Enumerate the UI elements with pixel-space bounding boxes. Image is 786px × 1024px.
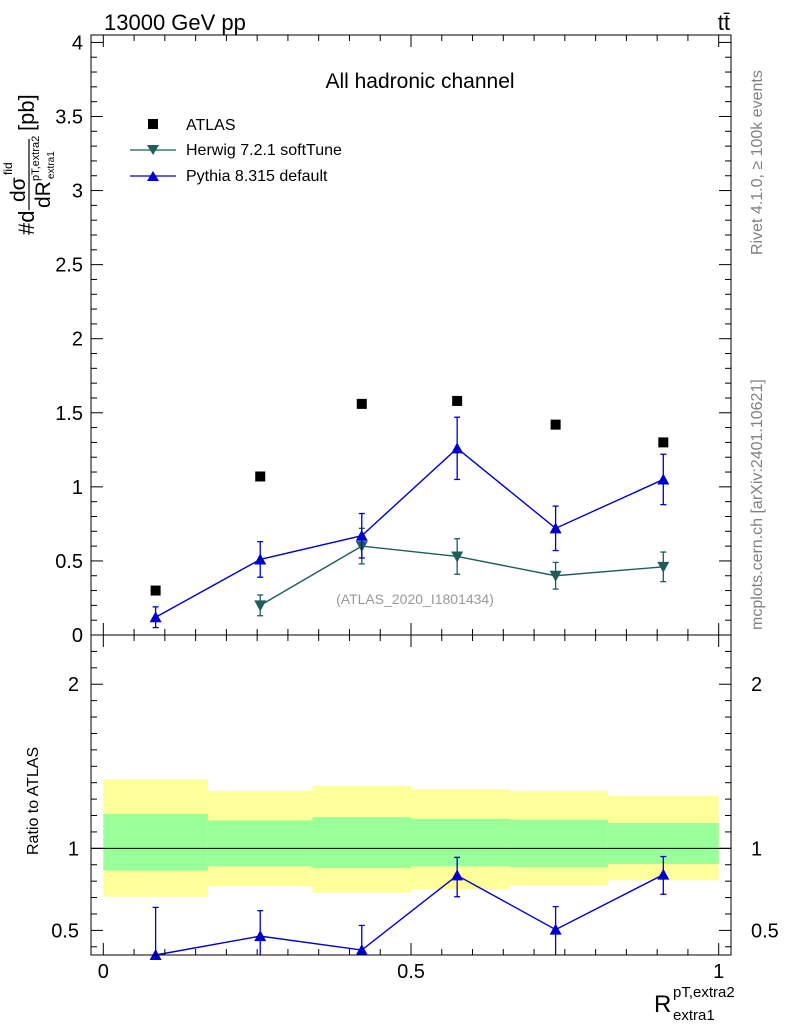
main-ytick-label: 1.5 [55,403,83,425]
main-ytick-label: 3 [72,181,83,203]
data-point [255,471,266,482]
chart-title: All hadronic channel [325,70,514,93]
main-ytick-label: 4 [72,32,83,54]
uncertainty-band-inner [207,820,313,867]
series-atlas [150,395,669,596]
main-ylabel: #d dσ fid dR pT,extra2 extra1 [pb] [1,94,57,235]
uncertainty-band-inner [411,818,510,867]
data-point [549,522,562,534]
main-panel: 0.5 1 1.5 2 2.5 3 3.5 4 0 All hadronic channel (… [1,32,732,647]
ratio-xlabel: R pT,extra2 extra1 [654,984,735,1024]
ratio-ylabel: Ratio to ATLAS [25,747,42,855]
legend-label-pythia: Pythia 8.315 default [186,168,328,185]
ylabel-denominator-sub: extra1 [46,151,57,179]
ylabel-unit: [pb] [14,94,39,131]
rivet-label: Rivet 4.1.0, ≥ 100k events [749,70,766,255]
ylabel-denominator-sup: pT,extra2 [30,136,42,181]
data-point [150,585,161,596]
main-ytick-label: 1 [72,477,83,499]
legend-label-herwig: Herwig 7.2.1 softTune [186,142,342,159]
legend-marker-herwig [147,145,159,155]
ratio-data-point [355,944,368,956]
mcplots-label: mcplots.cern.ch [arXiv:2401.10621] [749,379,766,630]
ylabel-prefix: #d [14,211,39,235]
series-line [155,447,664,618]
data-point [549,570,562,582]
data-point [451,551,464,563]
main-ytick-label: 2 [72,329,83,351]
uncertainty-band-inner [312,817,411,869]
ratio-ytick-label-right: 0.5 [751,920,779,942]
ratio-ytick-label-right: 1 [751,838,762,860]
process-label: tt̄ [718,10,730,35]
legend-marker-atlas [148,119,158,129]
data-point [149,611,162,623]
data-point [254,600,267,612]
ratio-series [149,855,670,960]
data-point [657,561,670,573]
ratio-ytick-label-left: 2 [68,674,79,696]
ratio-bands [103,779,719,897]
main-ytick-label-zero: 0 [72,625,83,647]
data-point [550,419,561,430]
main-series [149,395,670,629]
ratio-data-point [451,869,464,881]
legend-label-atlas: ATLAS [186,117,236,134]
ylabel-numerator: dσ [7,177,30,202]
ylabel-denominator: dR [32,181,55,208]
ratio-xtick-label: 0.5 [397,961,425,983]
ratio-data-point [549,923,562,935]
data-point [451,442,464,454]
main-ytick-label: 2.5 [55,255,83,277]
ratio-axis-ticks: 0.5 0.5 1 1 2 2 0 0.5 1 [51,635,779,983]
data-point [254,553,267,565]
ratio-ytick-label-right: 2 [751,674,762,696]
ratio-xtick-label: 0 [98,961,109,983]
ratio-data-point [254,930,267,942]
ratio-series-pythia-8-315-default [149,855,670,960]
xlabel-sup: pT,extra2 [673,984,735,1001]
energy-label: 13000 GeV pp [104,10,246,35]
ylabel-numerator-sup: fid [1,162,15,175]
uncertainty-band-inner [509,819,608,868]
series-pythia-8-315-default [149,416,670,629]
xlabel-base: R [654,991,671,1018]
main-ytick-label: 0.5 [55,551,83,573]
ratio-data-point [657,868,670,880]
data-point [452,395,463,406]
legend-marker-pythia [147,171,159,181]
ratio-ytick-label-left: 0.5 [51,920,79,942]
ratio-ytick-label-left: 1 [68,838,79,860]
ratio-xtick-label: 1 [713,961,724,983]
ratio-panel: 0.5 0.5 1 1 2 2 0 0.5 1 Ratio to ATLAS R pT,extr… [25,634,779,1024]
main-ytick-label: 3.5 [55,106,83,128]
analysis-label: (ATLAS_2020_I1801434) [336,591,494,607]
data-point [355,529,368,541]
data-point [356,398,367,409]
data-point [657,473,670,485]
data-point [658,437,669,448]
uncertainty-band-inner [103,813,208,871]
ratio-series-line [155,873,664,956]
legend: ATLAS Herwig 7.2.1 softTune Pythia 8.315… [130,117,342,185]
xlabel-sub: extra1 [673,1007,715,1024]
main-axis-ticks: 0.5 1 1.5 2 2.5 3 3.5 4 0 [55,32,731,647]
